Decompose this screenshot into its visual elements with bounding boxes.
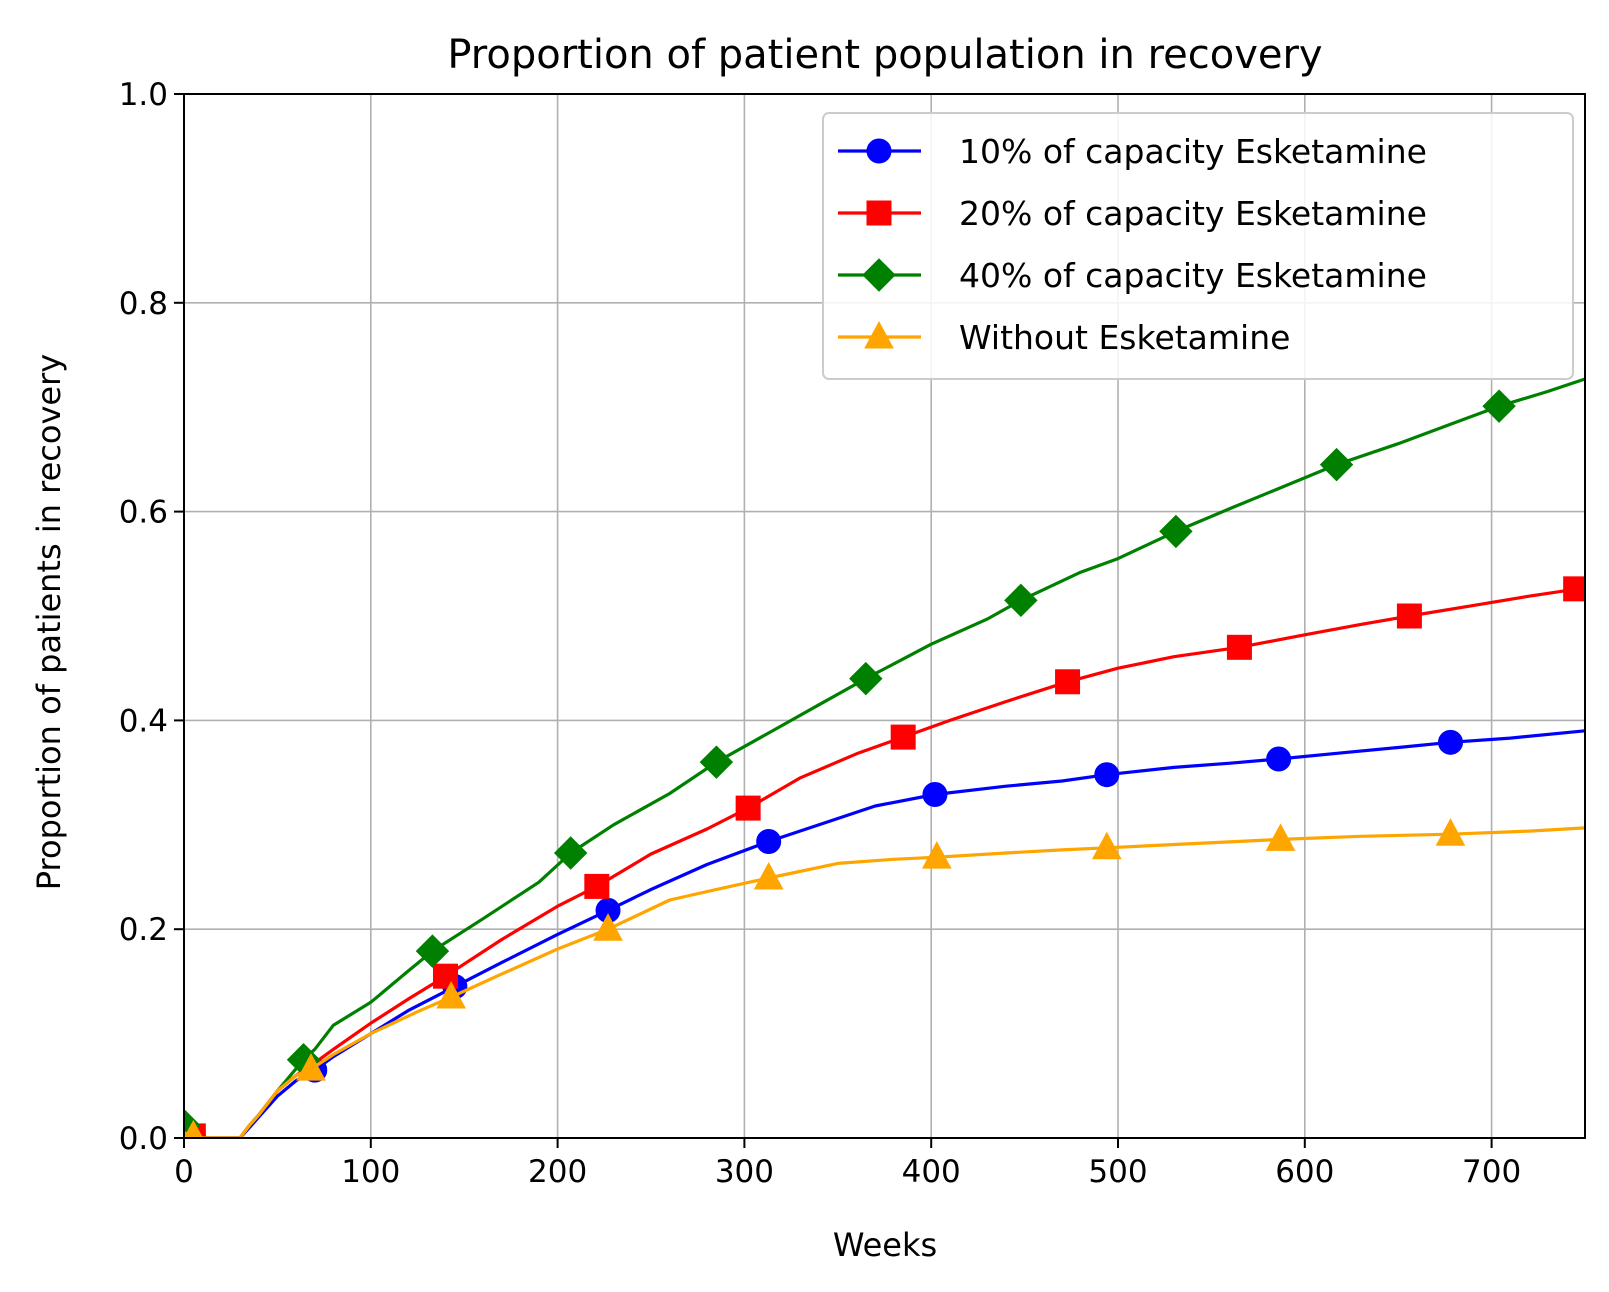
legend-box [822,112,1574,380]
legend-marker [866,138,892,164]
y-axis-title: Proportion of patients in recovery [30,354,68,890]
series-layer [184,377,1585,1138]
y-tick-label: 0.4 [119,703,168,739]
series-4 [184,818,1585,1138]
y-tick-label: 0.6 [119,495,168,531]
y-tick-label: 0.0 [119,1121,168,1157]
data-point [1004,583,1038,618]
legend-item: Without Esketamine [838,318,1290,357]
data-point [1094,762,1120,788]
axis-ticks: 0 100 200 300 400 500 600 700 0.0 0.2 0.4 0.6 0.8 1.0 [119,77,1521,1190]
x-tick-label: 500 [1088,1154,1147,1190]
legend-marker [866,200,892,226]
y-tick-label: 1.0 [119,77,168,113]
x-tick-label: 700 [1462,1154,1521,1190]
x-tick-label: 0 [174,1154,194,1190]
data-point [584,873,610,899]
data-point [1438,729,1464,755]
data-point [921,841,952,869]
data-point [1265,823,1296,851]
legend-marker [862,258,896,292]
data-point [1159,514,1193,549]
data-point [1091,831,1122,860]
plot-frame [183,93,1586,1139]
data-point [735,795,761,821]
data-point [699,745,734,779]
data-point [184,1119,204,1138]
legend-item: 20% of capacity Esketamine [838,194,1427,233]
legend-label: 20% of capacity Esketamine [959,194,1427,233]
legend: 10% of capacity Esketamine 20% of capacit… [822,112,1574,380]
data-point [922,782,948,808]
data-point [553,836,588,870]
legend-item: 10% of capacity Esketamine [838,132,1427,171]
legend-label: 40% of capacity Esketamine [959,256,1427,295]
data-point [1563,576,1585,602]
data-point [756,829,782,855]
data-point [890,724,916,750]
legend-marker [864,320,894,349]
x-tick-label: 100 [341,1154,400,1190]
data-point [1226,634,1252,660]
data-point [1055,669,1081,695]
data-point [436,981,466,1009]
data-point [1266,746,1292,772]
data-point [753,861,784,890]
y-tick-label: 0.2 [119,912,168,948]
legend-label: 10% of capacity Esketamine [959,132,1427,171]
data-point [1319,447,1354,482]
x-tick-label: 600 [1275,1154,1334,1190]
legend-label: Without Esketamine [959,318,1290,357]
data-point [849,661,883,696]
data-point [1482,389,1516,423]
series-line [184,826,1585,1138]
data-point [296,1053,326,1081]
data-point [433,963,459,989]
data-point [593,913,623,941]
data-point [1396,603,1422,629]
x-axis-title: Weeks [833,1226,937,1264]
legend-item: 40% of capacity Esketamine [838,256,1427,295]
chart-title: Proportion of patient population in reco… [447,32,1322,78]
y-tick-label: 0.8 [119,286,168,322]
x-tick-label: 200 [528,1154,587,1190]
x-tick-label: 300 [715,1154,774,1190]
data-point [415,934,450,968]
x-tick-label: 400 [902,1154,961,1190]
data-point [1435,818,1466,846]
